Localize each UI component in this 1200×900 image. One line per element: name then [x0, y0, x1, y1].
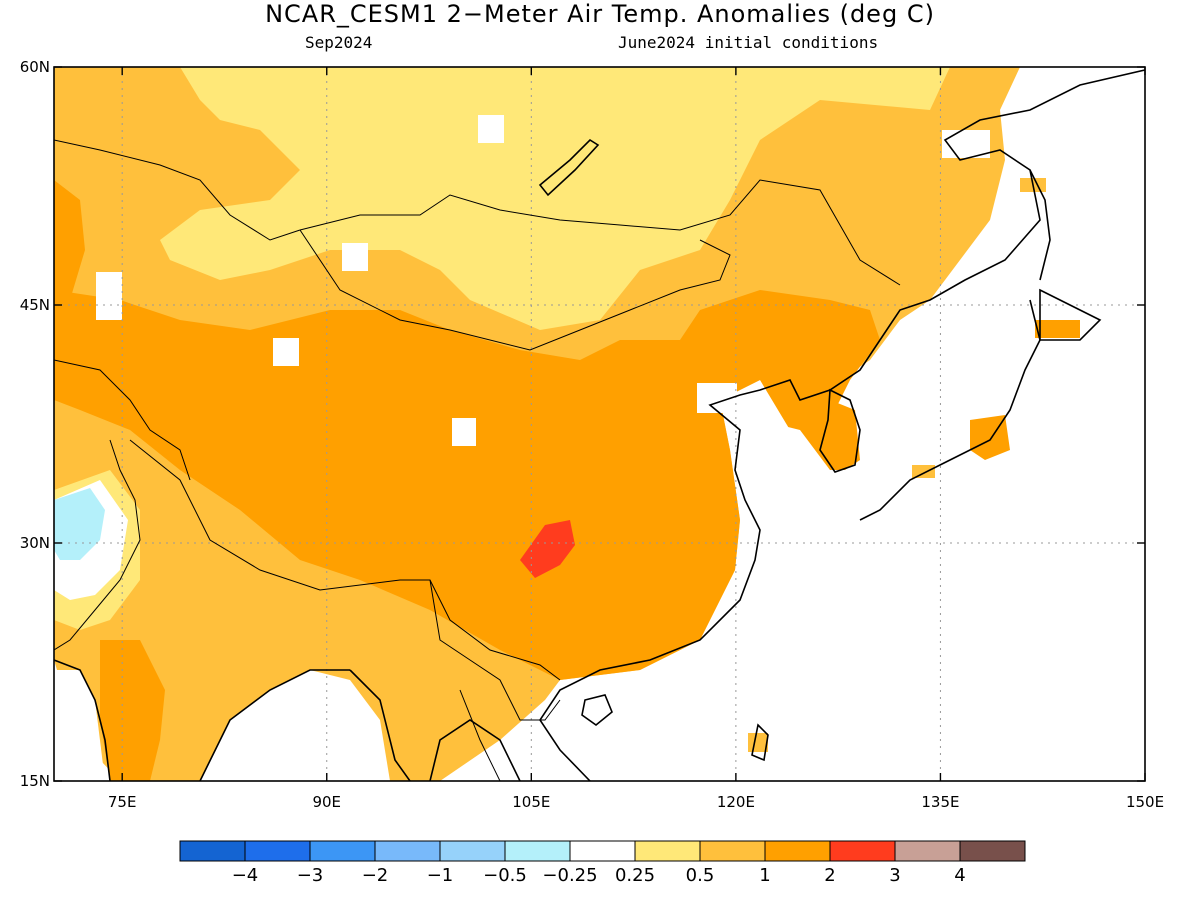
- lat-tick-label: 15N: [20, 772, 50, 790]
- coastline-sakhalin: [1029, 169, 1051, 281]
- border-himalaya: [129, 439, 561, 681]
- colorbar-swatch: [894, 840, 961, 862]
- colorbar-label: 4: [954, 865, 965, 886]
- colorbar-swatch: [179, 840, 246, 862]
- ocean-mask-arabian-sea: [54, 670, 105, 781]
- coastline-korea: [819, 388, 861, 473]
- lat-tick-label: 60N: [20, 58, 50, 76]
- plot-frame: [53, 66, 1146, 782]
- colorbar: −4 −3 −2 −1 −0.5 −0.25 0.25 0.5 1 2 3 4: [179, 840, 1026, 886]
- masked-cell: [96, 272, 122, 320]
- masked-cell: [342, 243, 368, 271]
- anomaly-region-1-2-india: [100, 640, 165, 781]
- anomaly-region-2-3: [520, 520, 575, 578]
- colorbar-label: 1: [759, 865, 770, 886]
- anomaly-field: [54, 67, 1145, 781]
- coastline-hainan: [581, 694, 613, 727]
- colorbar-label: −0.25: [542, 865, 597, 886]
- anomaly-region-hokkaido: [1035, 320, 1080, 338]
- border-mongolia-russia: [299, 179, 901, 286]
- border-india-pakistan: [54, 439, 141, 651]
- coastline-india: [54, 659, 350, 781]
- coastlines: [54, 69, 1145, 781]
- masked-cell: [452, 418, 476, 446]
- lon-tick-label: 105E: [512, 793, 550, 811]
- coastline-japan: [859, 299, 1041, 521]
- colorbar-label: −3: [297, 865, 324, 886]
- colorbar-label: 0.25: [615, 865, 655, 886]
- colorbar-swatch: [309, 840, 376, 862]
- lon-tick-label: 75E: [108, 793, 137, 811]
- colorbar-label: −4: [232, 865, 259, 886]
- colorbar-label: −2: [362, 865, 389, 886]
- colorbar-swatch: [244, 840, 311, 862]
- colorbar-label: 2: [824, 865, 835, 886]
- country-borders: [54, 139, 901, 781]
- colorbar-swatch: [569, 840, 636, 862]
- anomaly-region-1-2: [54, 290, 880, 680]
- colorbar-swatch: [764, 840, 831, 862]
- masked-cell: [478, 115, 504, 143]
- anomaly-region-1-2-west: [54, 180, 85, 300]
- border-russia-kazakhstan: [54, 139, 301, 241]
- coastline-southeast-asia: [349, 669, 521, 781]
- coastline-hokkaido: [1039, 288, 1102, 341]
- lat-tick-label: 30N: [20, 534, 50, 552]
- masked-cell: [273, 338, 299, 366]
- border-china-mongolia: [299, 229, 731, 351]
- colorbar-swatch: [699, 840, 766, 862]
- lon-tick-label: 90E: [312, 793, 341, 811]
- anomaly-region-kyushu: [912, 465, 935, 478]
- map-title: NCAR_CESM1 2−Meter Air Temp. Anomalies (…: [265, 0, 935, 28]
- colorbar-swatch: [504, 840, 571, 862]
- masked-cell: [942, 130, 990, 158]
- lat-tick-label: 45N: [20, 296, 50, 314]
- colorbar-swatch: [829, 840, 896, 862]
- lon-tick-label: 135E: [921, 793, 959, 811]
- colorbar-label: 3: [889, 865, 900, 886]
- init-conditions: June2024 initial conditions: [618, 33, 879, 52]
- colorbar-label: −1: [427, 865, 454, 886]
- coastline-taiwan: [751, 723, 769, 762]
- border-central-asia: [54, 359, 191, 481]
- coastline-east-asia: [539, 69, 1145, 781]
- colorbar-swatch: [439, 840, 506, 862]
- border-indochina: [429, 579, 561, 781]
- colorbar-swatch: [959, 840, 1026, 862]
- axis-ticks: 75E 90E 105E 120E 135E 150E 60N 45N 30N 15N: [20, 58, 1164, 811]
- coastline-lake-baikal: [538, 138, 600, 197]
- colorbar-swatch: [374, 840, 441, 862]
- anomaly-region-0.25-0.5-north: [160, 67, 950, 330]
- ocean-mask-pacific: [560, 67, 1145, 781]
- lon-tick-label: 120E: [717, 793, 755, 811]
- valid-month: Sep2024: [305, 33, 373, 52]
- anomaly-region-korea: [825, 400, 860, 470]
- colorbar-swatch: [634, 840, 701, 862]
- colorbar-label: 0.5: [686, 865, 715, 886]
- lon-tick-label: 150E: [1126, 793, 1164, 811]
- ocean-mask-bay-of-bengal: [200, 670, 390, 781]
- anomaly-region-negative-pakistan: [54, 488, 105, 560]
- colorbar-label: −0.5: [483, 865, 527, 886]
